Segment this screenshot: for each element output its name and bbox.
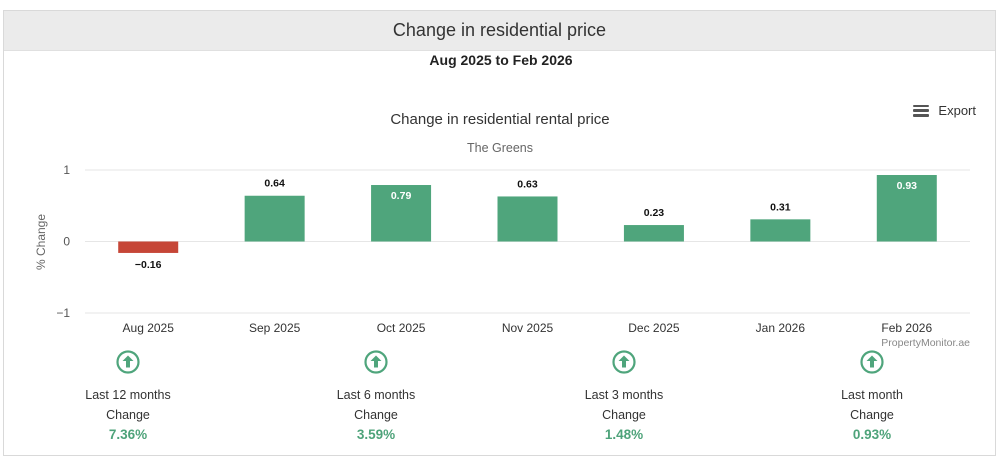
chart-subtitle: The Greens [467, 141, 533, 155]
y-axis-label: % Change [34, 214, 48, 270]
y-tick-label: 1 [63, 163, 70, 177]
data-label: 0.31 [770, 201, 791, 213]
export-label: Export [938, 103, 976, 118]
stat-value: 3.59% [356, 427, 396, 442]
x-tick-label: Nov 2025 [502, 321, 554, 335]
data-label: 0.23 [644, 207, 665, 219]
x-tick-label: Oct 2025 [377, 321, 426, 335]
bar[interactable] [876, 175, 937, 242]
stat-sub: Change [106, 408, 150, 422]
bar[interactable] [750, 219, 811, 242]
data-label: 0.64 [264, 178, 285, 190]
period-label: Aug 2025 to Feb 2026 [429, 52, 573, 68]
chart-title: Change in residential rental price [390, 111, 609, 128]
y-tick-label: 0 [63, 235, 70, 249]
bar[interactable] [244, 195, 305, 242]
x-tick-label: Aug 2025 [123, 321, 175, 335]
x-tick-label: Sep 2025 [249, 321, 301, 335]
menu-icon [913, 104, 930, 117]
bar[interactable] [497, 196, 558, 242]
stat-sub: Change [354, 408, 398, 422]
stat-label: Last 12 months [85, 388, 171, 402]
panel-title: Change in residential price [4, 11, 995, 51]
x-tick-label: Dec 2025 [628, 321, 680, 335]
arrow-up-circle-icon [116, 350, 140, 374]
chart-credit: PropertyMonitor.ae [881, 337, 970, 349]
bar[interactable] [623, 225, 684, 242]
data-label: 0.63 [517, 178, 538, 190]
arrow-up-circle-icon [364, 350, 388, 374]
stat-last-month: Last month Change 0.93% [792, 350, 952, 445]
stats-row: Last 12 months Change 7.36% Last 6 month… [0, 350, 993, 450]
stat-label: Last month [841, 388, 903, 402]
stat-sub: Change [602, 408, 646, 422]
stat-label: Last 3 months [584, 388, 664, 402]
x-tick-label: Jan 2026 [756, 321, 806, 335]
price-change-panel: Change in residential price [3, 10, 996, 456]
stat-value: 7.36% [108, 427, 148, 442]
stat-last-6-months: Last 6 months Change 3.59% [296, 350, 456, 445]
data-label: 0.93 [897, 180, 918, 192]
stat-label: Last 6 months [336, 388, 416, 402]
stat-last-12-months: Last 12 months Change 7.36% [48, 350, 208, 445]
data-label: 0.79 [391, 190, 412, 202]
bar-chart: Change in residential rental price The G… [34, 111, 970, 349]
y-tick-label: −1 [56, 306, 70, 320]
arrow-up-circle-icon [612, 350, 636, 374]
export-button[interactable]: Export [913, 103, 976, 118]
arrow-up-circle-icon [860, 350, 884, 374]
bar[interactable] [118, 241, 179, 253]
stat-last-3-months: Last 3 months Change 1.48% [544, 350, 704, 445]
stat-value: 1.48% [604, 427, 644, 442]
stat-sub: Change [850, 408, 894, 422]
bar[interactable] [371, 185, 432, 242]
x-tick-label: Feb 2026 [881, 321, 932, 335]
data-label: −0.16 [135, 259, 162, 271]
stat-value: 0.93% [852, 427, 892, 442]
